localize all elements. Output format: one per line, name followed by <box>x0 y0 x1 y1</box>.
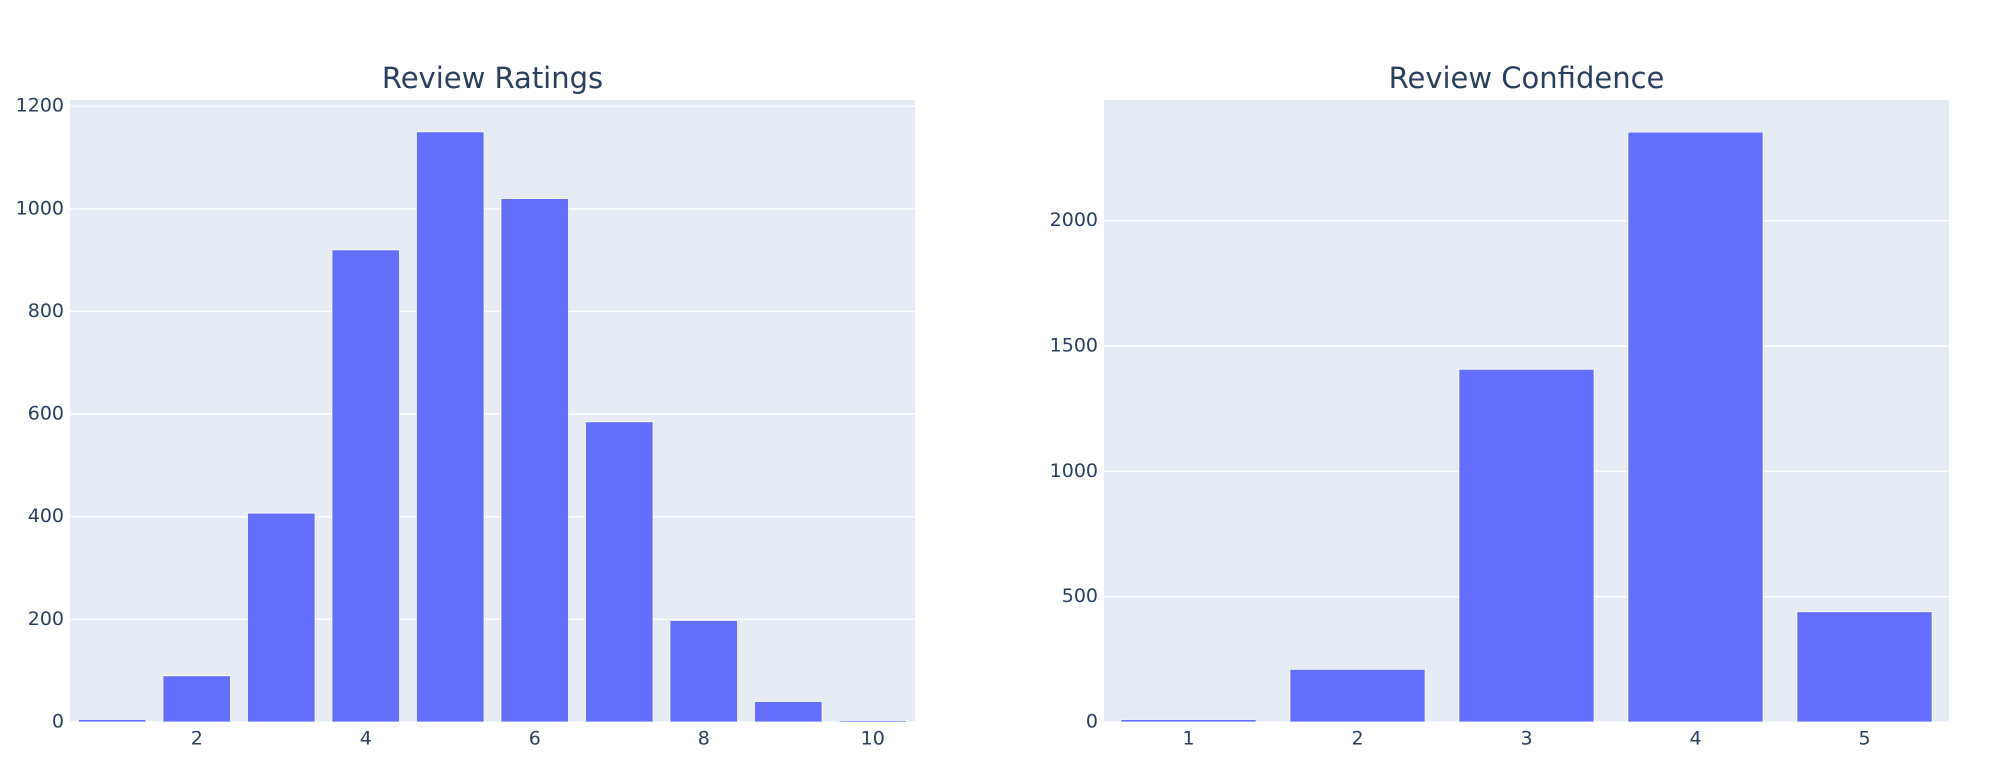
y-tick-label: 1200 <box>16 95 64 117</box>
bar <box>331 249 400 723</box>
y-tick-label: 1000 <box>16 197 64 219</box>
bar <box>78 719 147 723</box>
bar <box>500 198 569 723</box>
y-tick-label: 0 <box>52 711 64 733</box>
bar <box>1458 368 1595 723</box>
bar <box>1120 719 1257 723</box>
x-tick-label: 3 <box>1520 728 1532 750</box>
bar <box>416 131 485 723</box>
y-tick-label: 600 <box>28 403 64 425</box>
x-tick-label: 2 <box>191 728 203 750</box>
chart-title: Review Confidence <box>1389 61 1665 95</box>
x-tick-label: 8 <box>698 728 710 750</box>
bar <box>838 720 907 723</box>
y-tick-label: 800 <box>28 300 64 322</box>
x-tick-label: 10 <box>861 728 885 750</box>
y-tick-label: 200 <box>28 608 64 630</box>
y-tick-label: 1000 <box>1050 460 1098 482</box>
bar <box>669 619 738 723</box>
bar <box>585 421 654 723</box>
x-tick-label: 4 <box>360 728 372 750</box>
chart-title: Review Ratings <box>382 61 603 95</box>
y-tick-label: 400 <box>28 505 64 527</box>
y-tick-label: 0 <box>1086 711 1098 733</box>
x-tick-label: 1 <box>1182 728 1194 750</box>
x-tick-label: 6 <box>529 728 541 750</box>
bar <box>247 512 316 723</box>
x-tick-label: 5 <box>1858 728 1870 750</box>
bar <box>1627 131 1764 723</box>
y-tick-label: 500 <box>1062 585 1098 607</box>
bar <box>162 675 231 723</box>
bar <box>1289 668 1426 723</box>
bar <box>1796 611 1933 723</box>
plot-background <box>70 100 915 722</box>
bar <box>754 701 823 723</box>
y-tick-label: 2000 <box>1050 209 1098 231</box>
x-tick-label: 2 <box>1351 728 1363 750</box>
y-tick-label: 1500 <box>1050 334 1098 356</box>
x-tick-label: 4 <box>1689 728 1701 750</box>
